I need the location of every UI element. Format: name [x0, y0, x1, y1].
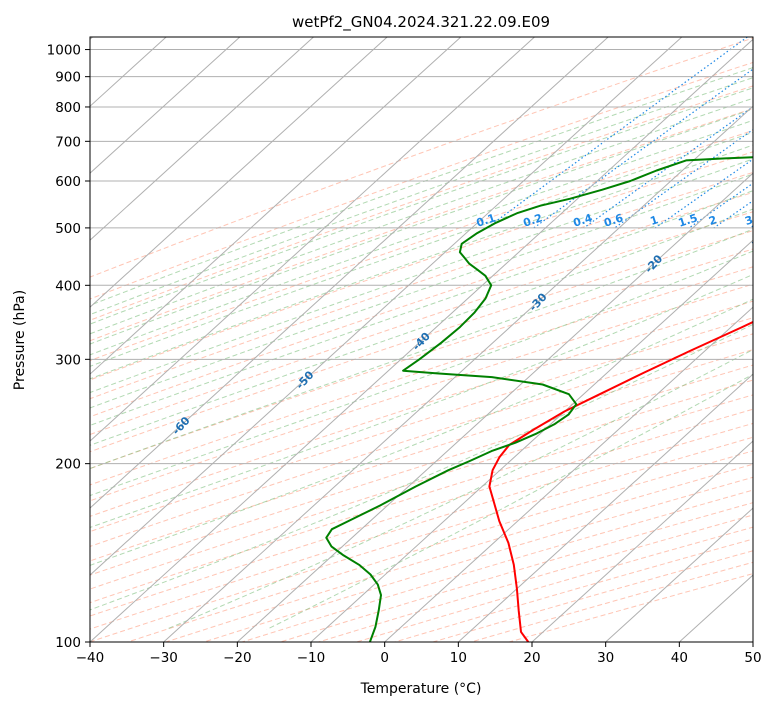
- isotherm-line: [90, 37, 388, 308]
- dry-adiabat-line: [90, 171, 753, 400]
- moist-adiabat-line: [90, 77, 753, 316]
- isotherm-line: [531, 440, 753, 642]
- moist-adiabat-line: [90, 108, 753, 345]
- isotherm-line: [457, 373, 753, 642]
- y-tick-label: 500: [55, 221, 81, 237]
- x-axis-ticks: −40 −30 −20 −10 0 10 20 30 40 50: [76, 642, 762, 666]
- isotherm-line: [90, 37, 609, 509]
- y-axis-ticks: 1000 900 800 700 600 500 400 300 200 100: [47, 43, 90, 651]
- moist-adiabat-line: [90, 144, 753, 380]
- mixing-ratio-label: 0.1: [475, 211, 498, 229]
- dry-adiabat-line: [90, 151, 753, 381]
- mixing-ratio-label: 1.5: [677, 211, 700, 229]
- chart-title: wetPf2_GN04.2024.321.22.09.E09: [292, 13, 550, 32]
- x-tick-label: −20: [223, 650, 252, 666]
- mixing-ratio-label: 0.4: [572, 211, 595, 229]
- dry-adiabat-line: [90, 211, 753, 436]
- isotherm-line: [310, 239, 753, 642]
- isotherm-line: [384, 306, 753, 642]
- dry-adiabat-line: [90, 37, 753, 278]
- isotherm-label: -10: [747, 224, 770, 248]
- moist-adiabat-line: [90, 273, 753, 529]
- y-tick-label: 600: [55, 174, 81, 190]
- dry-adiabat-line: [90, 230, 753, 453]
- pressure-grid: [90, 49, 753, 642]
- dewpoint-line: [325, 156, 753, 642]
- moist-adiabat-line: [266, 373, 753, 630]
- mixing-ratio-label: 1: [649, 213, 660, 228]
- x-tick-label: −40: [76, 650, 105, 666]
- x-tick-label: 20: [523, 650, 540, 666]
- mixing-ratio-line: [486, 37, 748, 229]
- moist-adiabat-line: [90, 97, 753, 335]
- moist-adiabat-line: [90, 208, 753, 446]
- dry-adiabat-line: [90, 129, 753, 362]
- x-tick-label: 40: [671, 650, 688, 666]
- x-tick-label: 10: [450, 650, 467, 666]
- moist-adiabat-line: [90, 158, 753, 394]
- moist-adiabat-line: [90, 250, 753, 497]
- x-tick-label: 30: [597, 650, 614, 666]
- dry-adiabats: [90, 37, 753, 642]
- isotherm-line: [605, 507, 753, 642]
- y-tick-label: 200: [55, 457, 81, 473]
- isotherm-line: [163, 105, 753, 642]
- temperature-line: [488, 320, 753, 642]
- profile-series: [325, 156, 753, 642]
- mixing-ratio-label: 0.2: [522, 211, 545, 229]
- x-tick-label: 50: [744, 650, 761, 666]
- moist-adiabat-line: [90, 298, 753, 566]
- isotherm-line: [236, 172, 753, 642]
- y-tick-label: 800: [55, 100, 81, 116]
- isotherm-line: [90, 37, 683, 576]
- isotherm-line: [90, 37, 535, 442]
- x-axis-label: Temperature (°C): [360, 681, 482, 697]
- isotherm-line: [90, 37, 241, 174]
- dry-adiabat-line: [90, 191, 753, 418]
- y-tick-label: 400: [55, 278, 81, 294]
- y-tick-label: 900: [55, 70, 81, 86]
- isotherm-line: [90, 37, 314, 241]
- isotherm-line: [90, 37, 462, 375]
- x-tick-label: −30: [149, 650, 178, 666]
- y-tick-label: 700: [55, 134, 81, 150]
- mixing-ratio-label: 3: [743, 213, 754, 228]
- moist-adiabat-line: [90, 131, 753, 367]
- y-axis-label: Pressure (hPa): [12, 290, 28, 390]
- y-tick-label: 1000: [47, 43, 81, 59]
- mixing-ratio-label: 2: [707, 213, 718, 228]
- y-tick-label: 100: [55, 635, 81, 651]
- mixing-ratio-lines: [486, 37, 753, 229]
- y-tick-label: 300: [55, 352, 81, 368]
- isotherm-line: [90, 38, 753, 642]
- plot-frame: [89, 36, 754, 643]
- dry-adiabat-line: [90, 85, 753, 321]
- moist-adiabat-line: [90, 190, 753, 426]
- x-tick-label: 0: [380, 650, 389, 666]
- mixing-ratio-label: 0.6: [602, 211, 625, 229]
- x-tick-label: −10: [297, 650, 326, 666]
- isotherm-grid: [90, 37, 753, 642]
